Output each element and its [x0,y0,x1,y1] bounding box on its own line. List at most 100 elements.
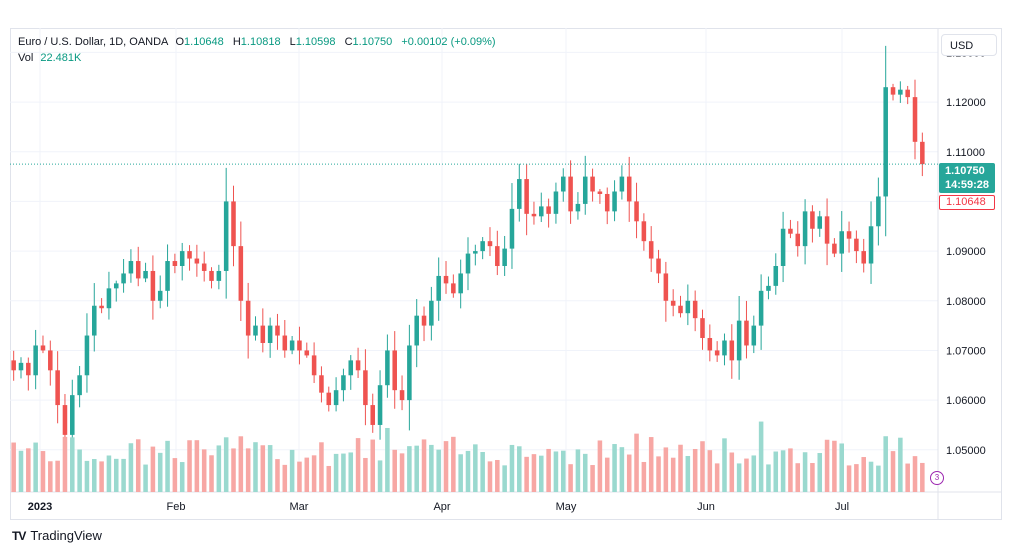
candle-body [905,89,910,98]
volume-bar [582,453,588,492]
volume-bar [802,452,808,492]
tradingview-brand[interactable]: TV TradingView [12,528,102,543]
volume-bar [663,447,669,492]
candle-body [392,350,397,391]
volume-bar [297,461,302,492]
candle-body [348,360,354,376]
candle-body [546,206,551,214]
last-price-label: 1.10750 14:59:28 [939,163,995,193]
volume-bar [575,449,581,492]
candle-body [868,226,874,264]
price-tick-label: 1.05000 [946,445,986,457]
change-value: +0.00102 (+0.09%) [401,36,496,48]
candle-body [55,370,60,406]
price-tick-label: 1.11000 [946,147,985,159]
candle-body [216,270,222,281]
candle-body [736,320,742,361]
volume-bar [700,441,705,492]
time-tick-label: May [556,501,577,513]
currency-button[interactable]: USD [941,34,997,56]
volume-bar [817,453,823,492]
candle-body [84,335,90,376]
volume-label[interactable]: Vol [18,52,34,64]
candle-body [187,251,192,259]
volume-bar [465,450,471,492]
candle-body [355,360,361,371]
volume-bar [165,440,170,492]
candle-body [201,263,207,271]
candle-body [135,261,141,279]
candle-body [590,176,595,192]
volume-bar [714,463,720,492]
volume-bar [590,465,595,492]
volume-bar [898,437,903,492]
volume-bar [553,451,559,492]
candle-body [502,248,507,266]
volume-bar [194,440,200,492]
volume-bar [348,452,354,492]
candle-body [245,300,251,336]
volume-bar [223,437,229,492]
volume-bar [319,442,324,492]
volume-bar [172,458,178,492]
volume-bar [304,457,310,492]
time-tick-label: 2023 [28,501,52,513]
volume-bar [77,449,82,492]
candle-body [92,305,97,336]
volume-bar [407,446,412,492]
open-value: 1.10648 [184,36,224,48]
candle-body [113,283,119,289]
candle-body [920,141,925,165]
open-label: O [175,36,185,48]
volume-marker-icon[interactable]: 3 [930,471,944,485]
high-value: 1.10818 [240,36,281,48]
volume-bar [121,458,126,492]
candle-body [604,193,610,212]
candle-body [231,201,236,247]
volume-bar [187,440,192,492]
candle-body [40,345,46,351]
candle-body [385,350,390,386]
volume-bar [531,454,537,492]
candle-body [429,300,434,326]
symbol-name[interactable]: Euro / U.S. Dollar, 1D, OANDA [18,36,169,48]
candle-body [766,285,771,291]
volume-bar [245,448,251,492]
candle-body [912,97,918,142]
time-tick-label: Jun [697,501,715,513]
volume-bar [619,447,625,492]
candle-body [399,390,405,401]
candle-body [707,338,713,351]
candle-body [685,300,691,314]
volume-bar [707,450,713,492]
candle-body [106,288,112,309]
close-label: C [344,36,353,48]
candle-body [824,216,830,244]
volume-bar [40,451,46,492]
candle-body [33,345,38,376]
candle-body [341,375,346,391]
volume-bar [311,455,317,492]
candle-body [70,395,75,435]
volume-bar [744,458,749,492]
candle-body [722,340,727,356]
candle-body [363,370,368,406]
candle-body [597,191,603,194]
volume-bar [26,448,31,492]
volume-bar [70,437,75,492]
candle-body [487,241,493,247]
candle-body [179,251,185,266]
candle-body [656,258,661,274]
volume-bar [597,440,603,492]
volume-bar [868,461,874,492]
volume-bar [876,465,881,492]
volume-bar [421,439,427,492]
candle-body [780,228,786,266]
candle-body [436,275,441,301]
volume-bar [656,456,661,492]
volume-bar [604,457,610,492]
candle-body [304,350,310,356]
volume-bar [128,443,134,492]
candle-body [311,355,317,376]
